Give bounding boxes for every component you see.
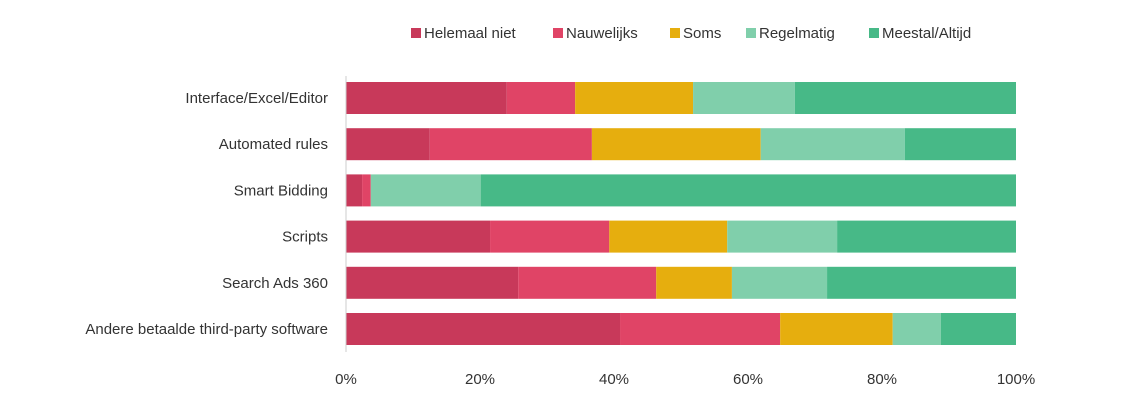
legend-swatch-meestal-altijd — [869, 28, 879, 38]
bar-scripts-meestal-altijd — [837, 220, 1016, 253]
legend-swatch-helemaal-niet — [411, 28, 421, 38]
bar-interface-excel-editor-soms — [575, 82, 694, 114]
bar-automated-rules-nauwelijks — [429, 128, 592, 161]
bar-andere-betaalde-third-party-software-soms — [780, 313, 893, 345]
category-label: Andere betaalde third-party software — [85, 321, 328, 338]
bar-andere-betaalde-third-party-software-helemaal-niet — [346, 313, 621, 345]
bar-scripts-regelmatig — [727, 220, 838, 253]
x-tick-label: 40% — [599, 371, 629, 388]
bar-interface-excel-editor-meestal-altijd — [794, 82, 1016, 114]
bar-smart-bidding-meestal-altijd — [480, 174, 1016, 207]
bar-automated-rules-meestal-altijd — [904, 128, 1016, 161]
bar-interface-excel-editor-regelmatig — [693, 82, 795, 114]
legend-swatch-regelmatig — [746, 28, 756, 38]
legend-label-soms: Soms — [683, 25, 721, 42]
category-label: Scripts — [282, 229, 328, 246]
category-label: Smart Bidding — [234, 182, 328, 199]
category-label: Search Ads 360 — [222, 275, 328, 292]
bar-scripts-nauwelijks — [490, 220, 610, 253]
bar-interface-excel-editor-nauwelijks — [506, 82, 576, 114]
x-tick-label: 80% — [867, 371, 897, 388]
bar-search-ads-360-nauwelijks — [518, 266, 657, 299]
bar-search-ads-360-soms — [656, 266, 732, 299]
legend-swatch-soms — [670, 28, 680, 38]
bar-search-ads-360-helemaal-niet — [346, 266, 519, 299]
bar-andere-betaalde-third-party-software-regelmatig — [892, 313, 941, 345]
bar-smart-bidding-nauwelijks — [362, 174, 371, 207]
legend-label-regelmatig: Regelmatig — [759, 25, 835, 42]
legend-swatch-nauwelijks — [553, 28, 563, 38]
bar-search-ads-360-meestal-altijd — [827, 266, 1016, 299]
x-tick-label: 20% — [465, 371, 495, 388]
category-label: Automated rules — [219, 136, 328, 153]
x-tick-label: 60% — [733, 371, 763, 388]
bar-scripts-soms — [609, 220, 728, 253]
bar-andere-betaalde-third-party-software-nauwelijks — [620, 313, 781, 345]
bar-automated-rules-regelmatig — [760, 128, 905, 161]
legend-label-meestal-altijd: Meestal/Altijd — [882, 25, 971, 42]
x-tick-label: 0% — [335, 371, 357, 388]
category-label: Interface/Excel/Editor — [185, 90, 328, 107]
bar-automated-rules-soms — [591, 128, 761, 161]
bar-scripts-helemaal-niet — [346, 220, 491, 253]
bar-automated-rules-helemaal-niet — [346, 128, 430, 161]
x-tick-labels: 0% 20% 40% 60% 80% 100% — [335, 371, 1035, 388]
bar-andere-betaalde-third-party-software-meestal-altijd — [940, 313, 1016, 345]
bars — [346, 82, 1016, 345]
bar-smart-bidding-regelmatig — [370, 174, 481, 207]
bar-interface-excel-editor-helemaal-niet — [346, 82, 507, 114]
legend: Helemaal niet Nauwelijks Soms Regelmatig Mee… — [411, 25, 971, 42]
bar-search-ads-360-regelmatig — [731, 266, 828, 299]
category-labels: Interface/Excel/Editor Automated rules Sma… — [85, 90, 328, 338]
legend-label-nauwelijks: Nauwelijks — [566, 25, 638, 42]
legend-label-helemaal-niet: Helemaal niet — [424, 25, 517, 42]
x-tick-label: 100% — [997, 371, 1035, 388]
bar-smart-bidding-helemaal-niet — [346, 174, 363, 207]
